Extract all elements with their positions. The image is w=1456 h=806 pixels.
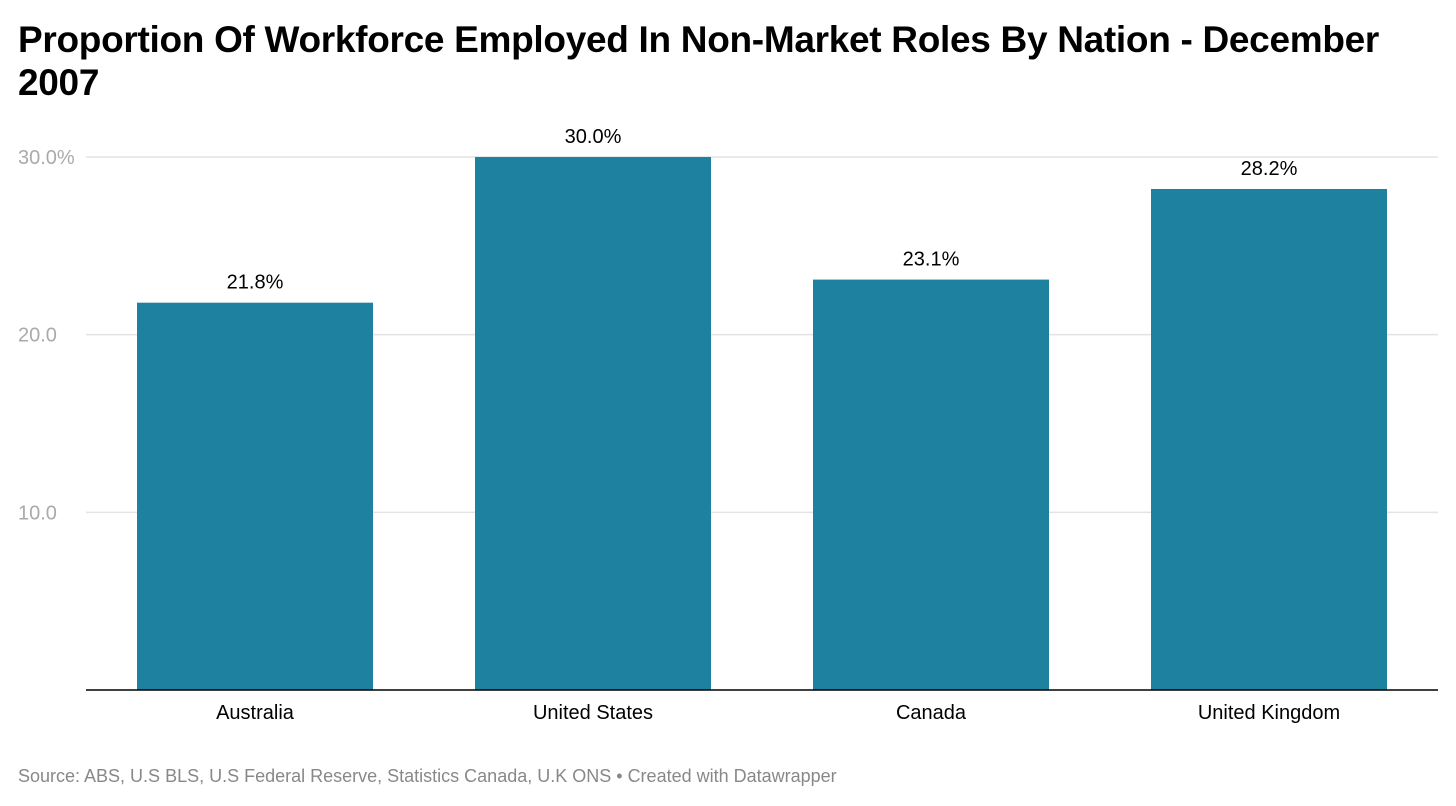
bar-chart: 10.0 20.0 30.0% 21.8% 30.0% 23.1% 28.2% Austr… [18,126,1438,724]
x-axis-tick-labels: Australia United States Canada United Kingd… [216,702,1340,724]
footer-separator: • [611,766,628,786]
bar [1151,188,1387,691]
bar-value-label: 23.1% [903,249,960,271]
bar [813,279,1049,690]
y-tick-label: 10.0 [18,502,57,524]
x-tick-label: United States [533,702,653,724]
bar-value-label: 30.0% [565,126,622,148]
bar [137,302,373,690]
chart-footer: Source: ABS, U.S BLS, U.S Federal Reserv… [18,765,837,787]
value-labels: 21.8% 30.0% 23.1% 28.2% [227,126,1298,294]
x-tick-label: Australia [216,702,295,724]
source-note: Source: ABS, U.S BLS, U.S Federal Reserv… [18,766,612,786]
bars [137,157,1387,691]
credit-note: Created with Datawrapper [627,766,837,786]
bar-value-label: 28.2% [1241,158,1298,180]
x-tick-label: Canada [896,702,967,724]
y-tick-label: 20.0 [18,325,57,347]
chart-title: Proportion Of Workforce Employed In Non-… [18,19,1380,103]
y-axis-tick-labels: 10.0 20.0 30.0% [18,147,75,524]
bar [475,157,711,690]
x-tick-label: United Kingdom [1198,702,1340,724]
bar-value-label: 21.8% [227,272,284,294]
y-tick-label: 30.0% [18,147,75,169]
